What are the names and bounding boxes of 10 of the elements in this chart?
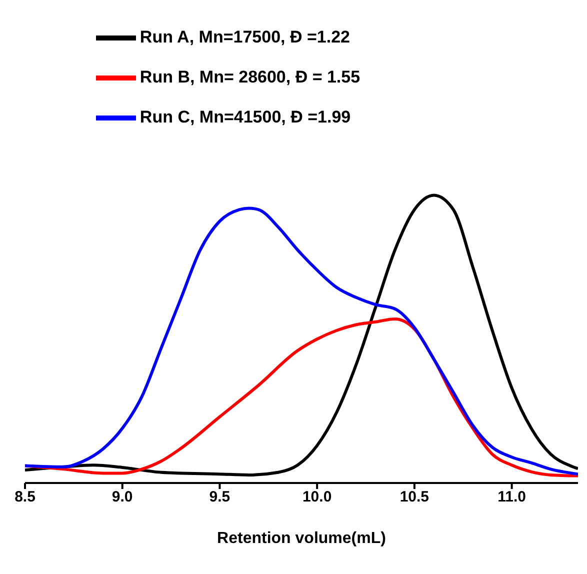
legend-label: Run C, Mn=41500, Đ =1.99 — [140, 107, 351, 126]
x-tick-label: 9.5 — [209, 488, 230, 506]
legend-label: Run B, Mn= 28600, Đ = 1.55 — [140, 67, 360, 86]
x-tick-label: 11.0 — [498, 488, 526, 506]
x-tick-label: 8.5 — [14, 488, 36, 506]
legend-label: Run A, Mn=17500, Đ =1.22 — [140, 27, 350, 46]
x-axis-title: Retention volume(mL) — [217, 530, 386, 547]
x-tick-label: 9.0 — [112, 488, 133, 506]
x-tick-label: 10.0 — [302, 488, 332, 506]
x-tick-label: 10.5 — [400, 488, 430, 506]
